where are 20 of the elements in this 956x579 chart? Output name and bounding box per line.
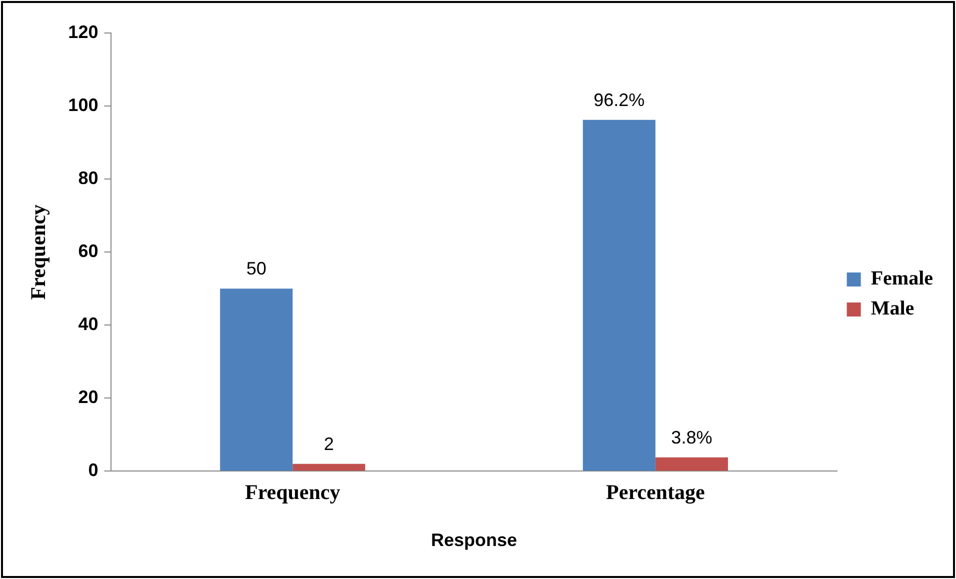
y-tick-label: 40 — [78, 314, 98, 334]
data-label: 3.8% — [671, 427, 712, 448]
data-label: 50 — [246, 258, 266, 279]
y-tick-label: 80 — [78, 168, 98, 188]
bar — [655, 457, 728, 471]
y-tick-label: 120 — [68, 22, 98, 42]
bar — [220, 288, 293, 471]
y-axis-title: Frequency — [26, 204, 50, 300]
data-label: 96.2% — [594, 90, 645, 110]
bar — [292, 464, 366, 471]
x-tick-label: Percentage — [606, 480, 705, 504]
data-label: 2 — [324, 434, 334, 454]
legend-label: Male — [870, 298, 914, 320]
bar — [582, 120, 656, 471]
y-tick-label: 100 — [68, 95, 98, 115]
y-tick-label: 20 — [78, 387, 98, 408]
legend-label: Female — [870, 268, 934, 290]
x-axis-title: Response — [431, 530, 518, 550]
y-tick-label: 60 — [78, 241, 98, 262]
y-tick-label: 0 — [88, 460, 98, 480]
